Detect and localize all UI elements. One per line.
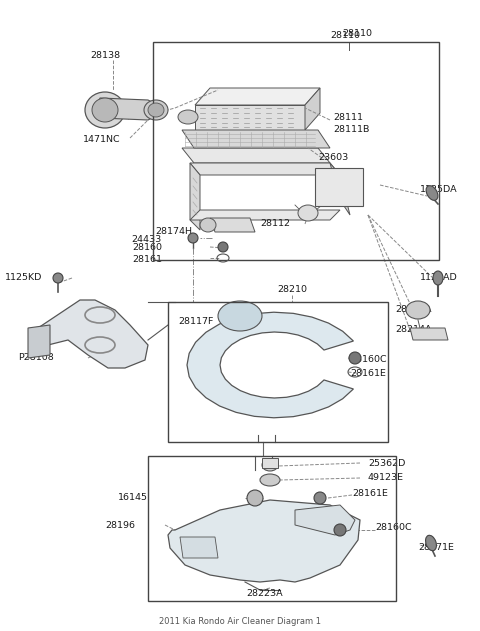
Text: 28161E: 28161E bbox=[352, 490, 388, 498]
Polygon shape bbox=[180, 537, 218, 558]
Bar bbox=[153, 42, 439, 260]
Text: 28160C: 28160C bbox=[350, 355, 386, 365]
Text: 28112: 28112 bbox=[260, 220, 290, 228]
Ellipse shape bbox=[260, 474, 280, 486]
Text: 1125KD: 1125KD bbox=[5, 273, 42, 283]
Polygon shape bbox=[210, 218, 255, 232]
Text: 28161: 28161 bbox=[132, 256, 162, 264]
Text: 28110: 28110 bbox=[330, 30, 360, 40]
Ellipse shape bbox=[148, 103, 164, 117]
Polygon shape bbox=[410, 328, 448, 340]
Polygon shape bbox=[190, 163, 340, 175]
Polygon shape bbox=[330, 163, 350, 215]
Ellipse shape bbox=[92, 98, 118, 122]
Ellipse shape bbox=[218, 242, 228, 252]
Polygon shape bbox=[190, 163, 200, 230]
Text: 2011 Kia Rondo Air Cleaner Diagram 1: 2011 Kia Rondo Air Cleaner Diagram 1 bbox=[159, 618, 321, 627]
Polygon shape bbox=[305, 88, 320, 130]
Ellipse shape bbox=[85, 92, 125, 128]
Text: 28160: 28160 bbox=[132, 244, 162, 252]
Ellipse shape bbox=[188, 233, 198, 243]
Polygon shape bbox=[28, 325, 50, 358]
Ellipse shape bbox=[247, 490, 263, 506]
Text: 23603: 23603 bbox=[318, 153, 348, 163]
Text: 1125AD: 1125AD bbox=[420, 273, 458, 283]
Ellipse shape bbox=[262, 459, 278, 471]
Ellipse shape bbox=[433, 271, 443, 285]
Text: 28174H: 28174H bbox=[155, 228, 192, 237]
Bar bbox=[315, 168, 363, 206]
Polygon shape bbox=[168, 500, 360, 582]
Ellipse shape bbox=[349, 352, 361, 364]
Text: P28108: P28108 bbox=[18, 353, 54, 362]
Text: 28160C: 28160C bbox=[375, 524, 412, 533]
Ellipse shape bbox=[406, 301, 430, 319]
Text: 28138: 28138 bbox=[90, 50, 120, 59]
Text: 25362D: 25362D bbox=[368, 459, 406, 468]
Ellipse shape bbox=[200, 218, 216, 232]
Polygon shape bbox=[96, 98, 155, 120]
Text: 28223A: 28223A bbox=[247, 589, 283, 598]
Text: 28160A: 28160A bbox=[395, 305, 432, 314]
Polygon shape bbox=[295, 505, 355, 535]
Text: 28111: 28111 bbox=[333, 114, 363, 122]
Text: 28111B: 28111B bbox=[333, 124, 370, 134]
Text: 28210: 28210 bbox=[277, 285, 307, 295]
Bar bbox=[148, 456, 396, 601]
Polygon shape bbox=[30, 300, 148, 368]
Polygon shape bbox=[195, 105, 305, 130]
Ellipse shape bbox=[314, 492, 326, 504]
Text: 28171E: 28171E bbox=[418, 543, 454, 553]
Text: 28110: 28110 bbox=[342, 28, 372, 37]
Text: 28161E: 28161E bbox=[350, 370, 386, 379]
Text: 28117F: 28117F bbox=[178, 317, 214, 326]
Ellipse shape bbox=[218, 301, 262, 331]
Ellipse shape bbox=[334, 524, 346, 536]
Ellipse shape bbox=[298, 205, 318, 221]
Ellipse shape bbox=[144, 100, 168, 120]
Bar bbox=[262, 458, 278, 468]
Ellipse shape bbox=[426, 535, 436, 551]
Ellipse shape bbox=[426, 186, 438, 201]
Polygon shape bbox=[187, 312, 353, 418]
Text: 28214A: 28214A bbox=[395, 326, 432, 334]
Text: 1471NC: 1471NC bbox=[83, 136, 121, 144]
Text: 13217: 13217 bbox=[335, 179, 365, 187]
Bar bbox=[168, 302, 388, 442]
Polygon shape bbox=[195, 88, 320, 105]
Polygon shape bbox=[182, 148, 330, 163]
Polygon shape bbox=[190, 210, 340, 220]
Text: 49123E: 49123E bbox=[368, 473, 404, 483]
Text: 24433: 24433 bbox=[132, 235, 162, 244]
Ellipse shape bbox=[178, 110, 198, 124]
Text: 1125DA: 1125DA bbox=[420, 186, 457, 194]
Polygon shape bbox=[182, 130, 330, 148]
Ellipse shape bbox=[53, 273, 63, 283]
Text: 16145: 16145 bbox=[118, 493, 148, 502]
Text: 28196: 28196 bbox=[105, 521, 135, 529]
